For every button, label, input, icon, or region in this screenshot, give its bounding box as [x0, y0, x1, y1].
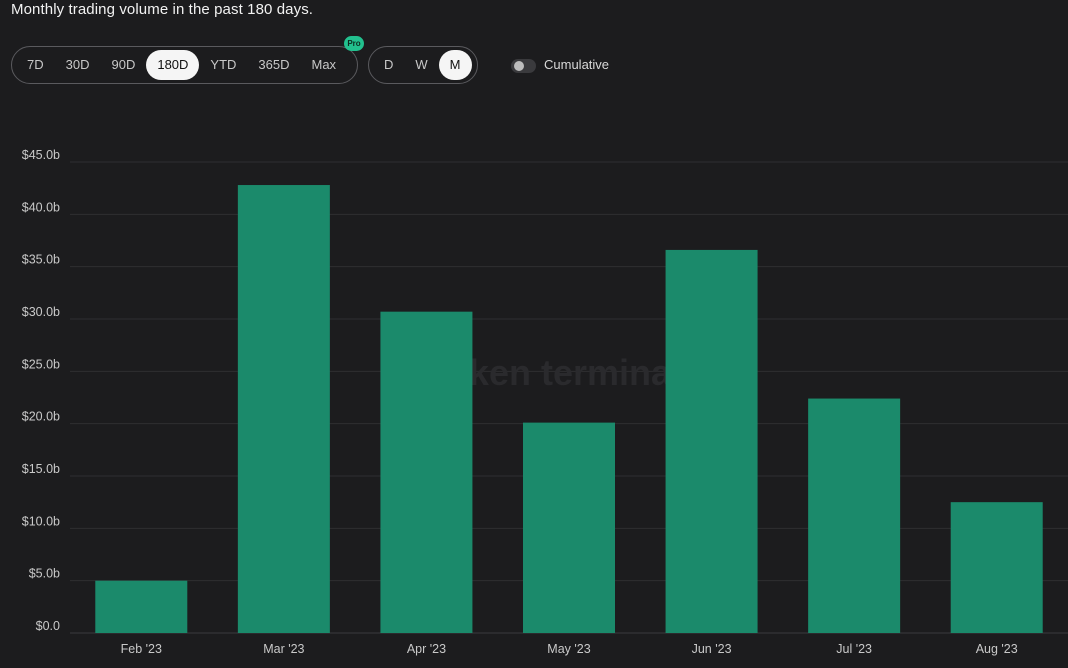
range-button-ytd[interactable]: YTD	[210, 57, 237, 72]
x-tick-label: Mar '23	[263, 642, 304, 656]
bar-jul-23[interactable]	[808, 398, 901, 633]
bar-apr-23[interactable]	[380, 311, 473, 633]
range-button-7d[interactable]: 7D	[27, 57, 44, 72]
range-button-30d[interactable]: 30D	[65, 57, 90, 72]
bar-mar-23[interactable]	[237, 185, 330, 633]
y-tick-label: $40.0b	[22, 200, 60, 214]
y-tick-label: $20.0b	[22, 410, 60, 424]
x-tick-label: Feb '23	[121, 642, 162, 656]
cumulative-toggle[interactable]	[511, 59, 536, 73]
range-button-90d[interactable]: 90D	[111, 57, 136, 72]
y-tick-label: $15.0b	[22, 462, 60, 476]
range-button-180d[interactable]: 180D	[146, 50, 200, 80]
granularity-button-w[interactable]: W	[415, 57, 428, 72]
x-tick-label: Aug '23	[976, 642, 1018, 656]
granularity-button-m[interactable]: M	[438, 50, 472, 80]
y-tick-label: $25.0b	[22, 357, 60, 371]
y-tick-label: $30.0b	[22, 305, 60, 319]
y-axis-ticks: $0.0 $5.0b $10.0b $15.0b $20.0b $25.0b $30.0b $…	[22, 148, 60, 633]
x-axis-ticks: Feb '23 Mar '23 Apr '23 May '23 Jun '23 Jul '…	[121, 642, 1018, 656]
x-tick-label: Jul '23	[836, 642, 872, 656]
x-tick-label: Apr '23	[407, 642, 446, 656]
bar-may-23[interactable]	[523, 422, 615, 633]
y-tick-label: $0.0	[36, 619, 60, 633]
toggle-knob	[514, 61, 524, 71]
time-range-selector: 7D 30D 90D 180D YTD 365D Max	[11, 46, 358, 84]
chart-subtitle: Monthly trading volume in the past 180 d…	[11, 1, 314, 18]
cumulative-label: Cumulative	[544, 57, 610, 72]
bar-feb-23[interactable]	[95, 580, 188, 633]
bar-aug-23[interactable]	[950, 502, 1043, 633]
range-button-365d[interactable]: 365D	[258, 57, 290, 72]
bar-jun-23[interactable]	[665, 249, 758, 634]
granularity-button-d[interactable]: D	[384, 57, 394, 72]
y-tick-label: $10.0b	[22, 514, 60, 528]
y-tick-label: $35.0b	[22, 253, 60, 267]
x-tick-label: May '23	[547, 642, 590, 656]
range-button-max[interactable]: Max	[311, 57, 337, 72]
bars	[95, 185, 1043, 634]
y-tick-label: $45.0b	[22, 148, 60, 162]
watermark: token terminal_	[435, 352, 702, 393]
x-tick-label: Jun '23	[692, 642, 732, 656]
y-tick-label: $5.0b	[29, 567, 60, 581]
pro-badge: Pro	[344, 36, 364, 51]
